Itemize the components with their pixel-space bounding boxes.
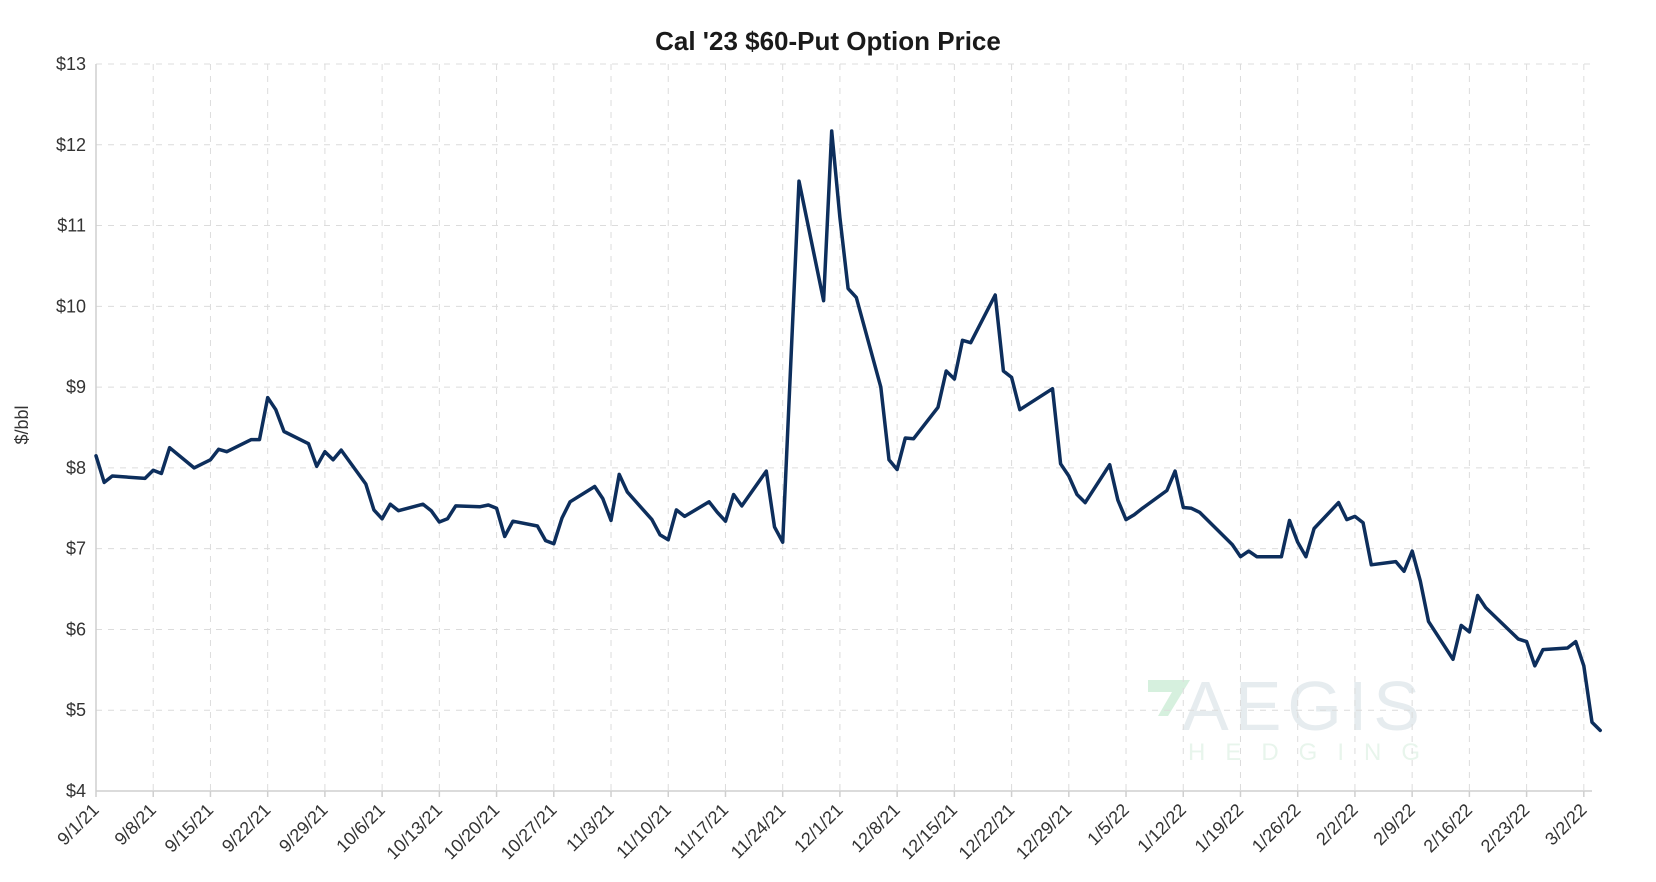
x-tick-label: 9/1/21 <box>53 800 103 850</box>
x-tick-label: 10/20/21 <box>440 800 504 864</box>
y-tick-label: $11 <box>57 216 86 236</box>
y-tick-label: $4 <box>66 781 86 801</box>
y-tick-label: $7 <box>66 539 86 559</box>
x-tick-label: 11/3/21 <box>562 800 618 856</box>
x-tick-label: 12/15/21 <box>897 800 961 864</box>
gridlines <box>96 63 1592 791</box>
x-tick-label: 9/22/21 <box>218 800 275 857</box>
x-tick-labels: 9/1/21 9/8/21 9/15/21 9/22/21 9/29/21 10/6/21… <box>53 800 1590 864</box>
x-tick-label: 9/15/21 <box>161 800 218 857</box>
x-tick-label: 12/22/21 <box>955 800 1019 864</box>
x-tick-label: 12/1/21 <box>790 800 847 857</box>
x-tick-label: 9/29/21 <box>275 800 332 857</box>
x-tick-label: 1/12/22 <box>1133 800 1190 857</box>
watermark-brand: AEGIS <box>1182 667 1426 745</box>
x-tick-label: 2/23/22 <box>1477 800 1534 857</box>
x-tick-label: 3/2/22 <box>1541 800 1591 850</box>
y-tick-label: $10 <box>56 296 86 316</box>
aegis-logo-icon <box>1148 680 1190 716</box>
series-line <box>94 129 1602 733</box>
y-tick-label: $12 <box>56 135 86 155</box>
chart-title: Cal '23 $60-Put Option Price <box>655 26 1001 56</box>
x-tick-label: 10/27/21 <box>497 800 561 864</box>
x-tick-label: 9/8/21 <box>111 800 161 850</box>
x-tick-label: 1/26/22 <box>1248 800 1305 857</box>
y-tick-label: $8 <box>66 458 86 478</box>
x-tick-label: 12/29/21 <box>1012 800 1076 864</box>
x-tick-label: 2/16/22 <box>1420 800 1477 857</box>
x-tick-label: 11/10/21 <box>612 800 675 863</box>
y-tick-labels: $4 $5 $6 $7 $8 $9 $10 $11 $12 $13 <box>56 54 86 801</box>
x-tick-label: 1/5/22 <box>1083 800 1133 850</box>
x-tick-label: 11/17/21 <box>670 800 733 863</box>
y-tick-label: $5 <box>66 700 86 720</box>
y-axis-label: $/bbl <box>12 405 32 444</box>
y-tick-label: $6 <box>66 619 86 639</box>
axes <box>95 64 1592 797</box>
x-tick-label: 10/6/21 <box>332 800 389 857</box>
aegis-hedging-watermark: AEGIS HEDGING <box>1148 667 1440 766</box>
y-tick-label: $9 <box>66 377 86 397</box>
y-tick-label: $13 <box>56 54 86 74</box>
x-tick-label: 12/8/21 <box>847 800 904 857</box>
x-tick-label: 10/13/21 <box>382 800 446 864</box>
x-tick-label: 11/24/21 <box>727 800 790 863</box>
x-tick-label: 1/19/22 <box>1191 800 1248 857</box>
x-tick-label: 2/9/22 <box>1369 800 1419 850</box>
watermark-tagline: HEDGING <box>1188 739 1440 766</box>
x-tick-label: 2/2/22 <box>1312 800 1362 850</box>
